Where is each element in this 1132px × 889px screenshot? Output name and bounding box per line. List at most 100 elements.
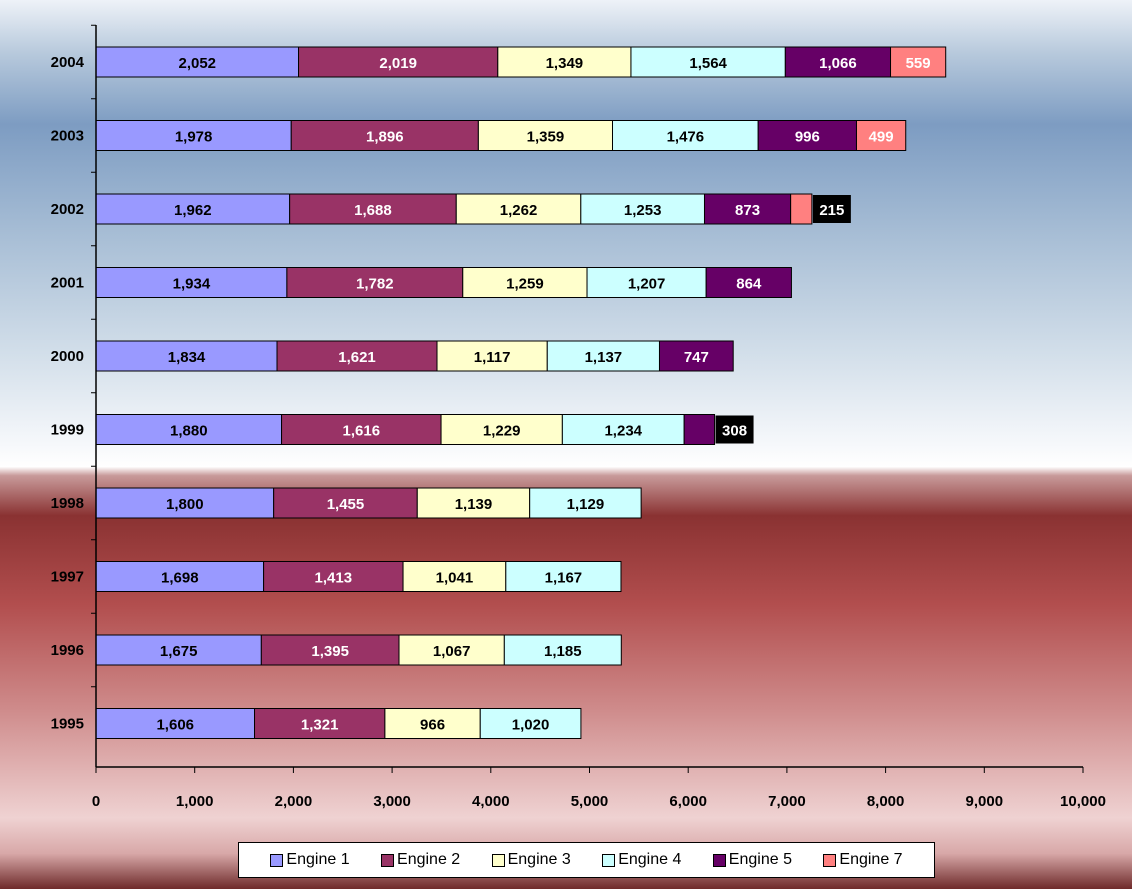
data-label: 966	[420, 717, 445, 734]
legend-item: Engine 5	[712, 851, 792, 869]
bar-segment	[254, 708, 386, 739]
data-label: 1,234	[604, 423, 642, 440]
bar-segment	[705, 267, 792, 298]
legend-swatch	[381, 853, 395, 867]
data-label: 1,167	[545, 570, 583, 587]
x-tick-label: 0	[92, 793, 100, 810]
bar-segment	[580, 193, 705, 225]
data-label: 2,052	[178, 55, 216, 72]
bar-segment	[298, 46, 499, 78]
bar-segment	[95, 634, 262, 666]
data-label: 1,834	[168, 349, 206, 366]
category-label: 2000	[51, 348, 84, 365]
data-label: 1,321	[301, 717, 339, 734]
data-label: 1,207	[628, 276, 666, 293]
legend-swatch	[712, 853, 726, 867]
data-label: 1,880	[170, 423, 208, 440]
bar-segment	[561, 414, 685, 445]
bar-segment	[95, 487, 275, 519]
bar-segment	[289, 193, 457, 225]
data-label: 1,395	[311, 643, 349, 660]
data-label: 1,139	[455, 496, 493, 513]
bar-segment	[505, 561, 622, 592]
data-label: 1,067	[433, 643, 471, 660]
data-label: 1,137	[585, 349, 623, 366]
category-label: 2003	[51, 128, 84, 145]
x-tick-label: 1,000	[176, 793, 214, 810]
bar-segment	[890, 46, 947, 78]
category-label: 2001	[51, 275, 84, 292]
bar-segment	[398, 634, 505, 666]
data-label: 1,698	[161, 570, 199, 587]
bar-segment	[281, 414, 442, 445]
category-label: 1997	[51, 569, 84, 586]
bar-segment	[497, 46, 632, 78]
legend-item: Engine 7	[823, 851, 903, 869]
bar-segment	[384, 708, 481, 739]
data-label: 1,564	[689, 55, 727, 72]
bar-segment	[276, 340, 438, 372]
legend-label: Engine 3	[507, 851, 571, 868]
data-label: 1,934	[173, 276, 211, 293]
data-label: 1,675	[160, 643, 198, 660]
bar-segment	[477, 120, 613, 151]
bar-segment	[683, 414, 716, 445]
data-label: 559	[906, 55, 931, 72]
bar-segment	[416, 487, 531, 519]
x-tick-label: 2,000	[275, 793, 313, 810]
legend-label: Engine 5	[728, 851, 792, 868]
bar-segment	[95, 561, 265, 592]
legend-label: Engine 4	[618, 851, 682, 868]
x-tick-label: 5,000	[571, 793, 609, 810]
bar-segment	[440, 414, 563, 445]
bar-segment	[95, 46, 300, 78]
bar-segment	[95, 193, 291, 225]
bar-segment	[263, 561, 404, 592]
legend-item: Engine 3	[491, 851, 571, 869]
data-label: 1,606	[156, 717, 194, 734]
data-label: 308	[722, 423, 747, 440]
x-tick-label: 9,000	[966, 793, 1004, 810]
data-label: 873	[735, 202, 760, 219]
data-label: 1,413	[315, 570, 353, 587]
legend-item: Engine 2	[381, 851, 460, 869]
data-label: 1,129	[567, 496, 605, 513]
category-label: 1998	[51, 495, 84, 512]
data-label: 1,800	[166, 496, 204, 513]
bar-segment	[290, 120, 479, 151]
bar-segment	[455, 193, 582, 225]
category-label: 1999	[51, 422, 84, 439]
legend-swatch	[602, 853, 616, 867]
bar-segment	[703, 193, 792, 225]
bar-segment	[95, 708, 256, 739]
x-tick-label: 6,000	[669, 793, 707, 810]
data-label: 996	[795, 129, 820, 146]
data-label: 215	[819, 202, 844, 219]
bar-segment	[529, 487, 642, 519]
bar-segment	[855, 120, 907, 151]
data-label: 1,978	[175, 129, 213, 146]
bar-segment	[503, 634, 622, 666]
data-label: 1,962	[174, 202, 212, 219]
category-label: 1995	[51, 716, 84, 733]
bar-segment	[630, 46, 786, 78]
x-tick-label: 10,000	[1060, 793, 1106, 810]
bar-segment	[273, 487, 418, 519]
data-label: 499	[869, 129, 894, 146]
legend-item: Engine 4	[602, 851, 681, 869]
category-label: 2004	[51, 54, 85, 71]
data-label: 1,229	[483, 423, 521, 440]
data-label: 1,253	[624, 202, 662, 219]
legend-label: Engine 1	[286, 851, 350, 868]
bar-segment	[586, 267, 707, 298]
data-label: 1,020	[512, 717, 550, 734]
category-label: 2002	[51, 201, 84, 218]
category-label: 1996	[51, 642, 84, 659]
data-label: 1,041	[436, 570, 474, 587]
legend-swatch	[270, 853, 284, 867]
bar-segment	[95, 414, 283, 445]
bar-segment	[790, 193, 813, 225]
data-label: 1,896	[366, 129, 404, 146]
